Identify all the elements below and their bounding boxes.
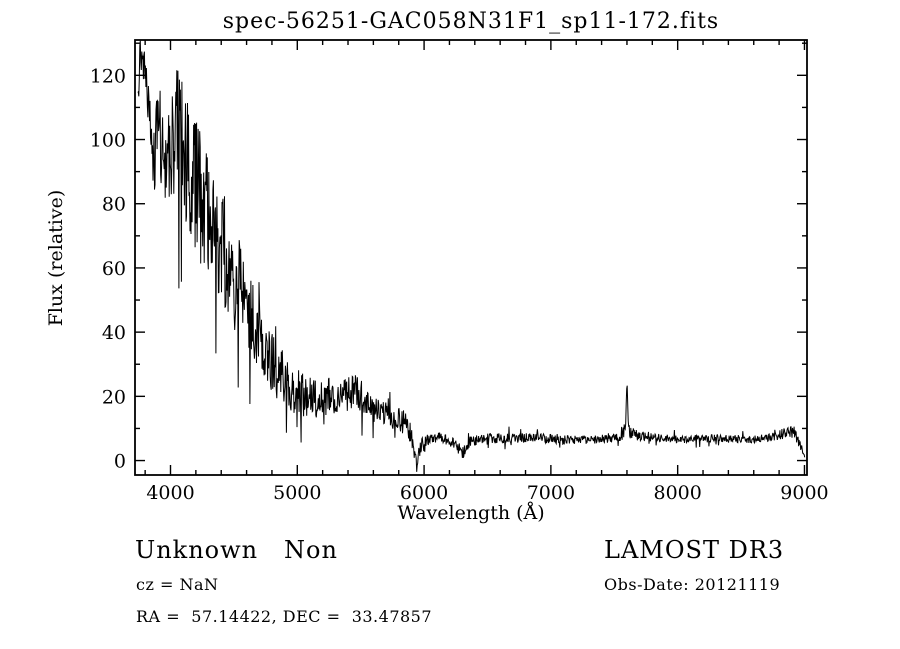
svg-text:100: 100 <box>90 130 126 152</box>
x-axis-label: Wavelength (Å) <box>397 502 544 524</box>
svg-text:9000: 9000 <box>780 482 828 504</box>
spectrum-plot: spec-56251-GAC058N31F1_sp11-172.fits Wav… <box>45 9 829 524</box>
svg-text:8000: 8000 <box>653 482 701 504</box>
svg-text:120: 120 <box>90 65 126 87</box>
svg-text:80: 80 <box>102 194 126 216</box>
classification-label: Unknown Non <box>135 536 338 564</box>
cz-value: cz = NaN <box>136 575 219 594</box>
svg-text:6000: 6000 <box>400 482 448 504</box>
ra-dec-label: RA = 57.14422, DEC = 33.47857 <box>136 607 433 626</box>
plot-title: spec-56251-GAC058N31F1_sp11-172.fits <box>223 9 719 34</box>
axis-tick-labels: 4000 5000 6000 7000 8000 9000 0 20 40 60 80 100 120 <box>90 65 829 504</box>
spectrum-trace <box>137 40 806 472</box>
svg-text:40: 40 <box>102 322 126 344</box>
obs-date-label: Obs-Date: 20121119 <box>604 575 781 594</box>
axis-ticks <box>135 40 807 475</box>
svg-text:7000: 7000 <box>527 482 575 504</box>
survey-label: LAMOST DR3 <box>604 536 785 564</box>
svg-text:4000: 4000 <box>146 482 194 504</box>
svg-text:60: 60 <box>102 258 126 280</box>
plot-frame <box>134 39 808 476</box>
svg-text:0: 0 <box>114 451 126 473</box>
y-axis-label: Flux (relative) <box>45 190 67 327</box>
svg-text:5000: 5000 <box>273 482 321 504</box>
svg-text:20: 20 <box>102 386 126 408</box>
